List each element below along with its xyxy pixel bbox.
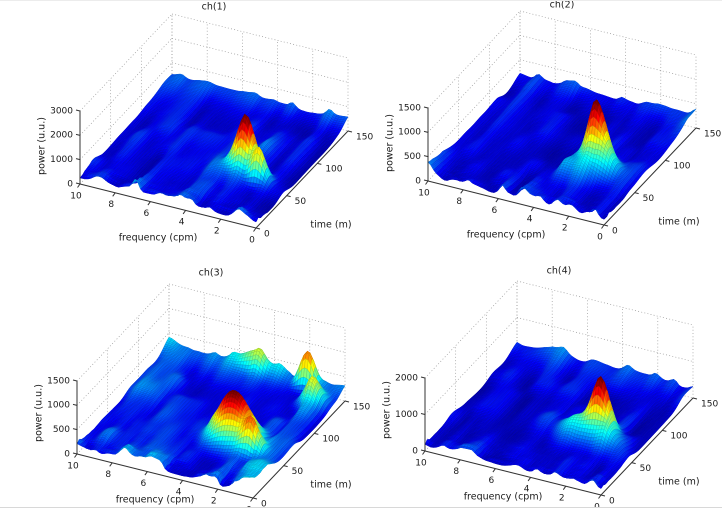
subplot-4-ylabel: time (m)	[658, 476, 700, 488]
subplot-4-xlabel: frequency (cpm)	[463, 491, 543, 503]
subplot-1-title: ch(1)	[201, 1, 227, 13]
subplot-3-title: ch(3)	[198, 267, 224, 279]
subplot-2-xlabel: frequency (cpm)	[466, 229, 546, 241]
subplot-4-title: ch(4)	[546, 265, 572, 277]
subplot-1-xlabel: frequency (cpm)	[118, 232, 198, 244]
subplot-2-zlabel: power (u.u.)	[384, 114, 396, 172]
subplot-1-zlabel: power (u.u.)	[36, 117, 48, 175]
subplot-1-ylabel: time (m)	[310, 219, 352, 231]
subplot-2-ylabel: time (m)	[658, 216, 700, 228]
subplot-4-zlabel: power (u.u.)	[381, 381, 393, 439]
subplot-2-title: ch(2)	[549, 0, 575, 11]
subplot-3-zlabel: power (u.u.)	[33, 384, 45, 442]
subplot-3-ylabel: time (m)	[310, 479, 352, 491]
subplot-3-xlabel: frequency (cpm)	[115, 494, 195, 506]
